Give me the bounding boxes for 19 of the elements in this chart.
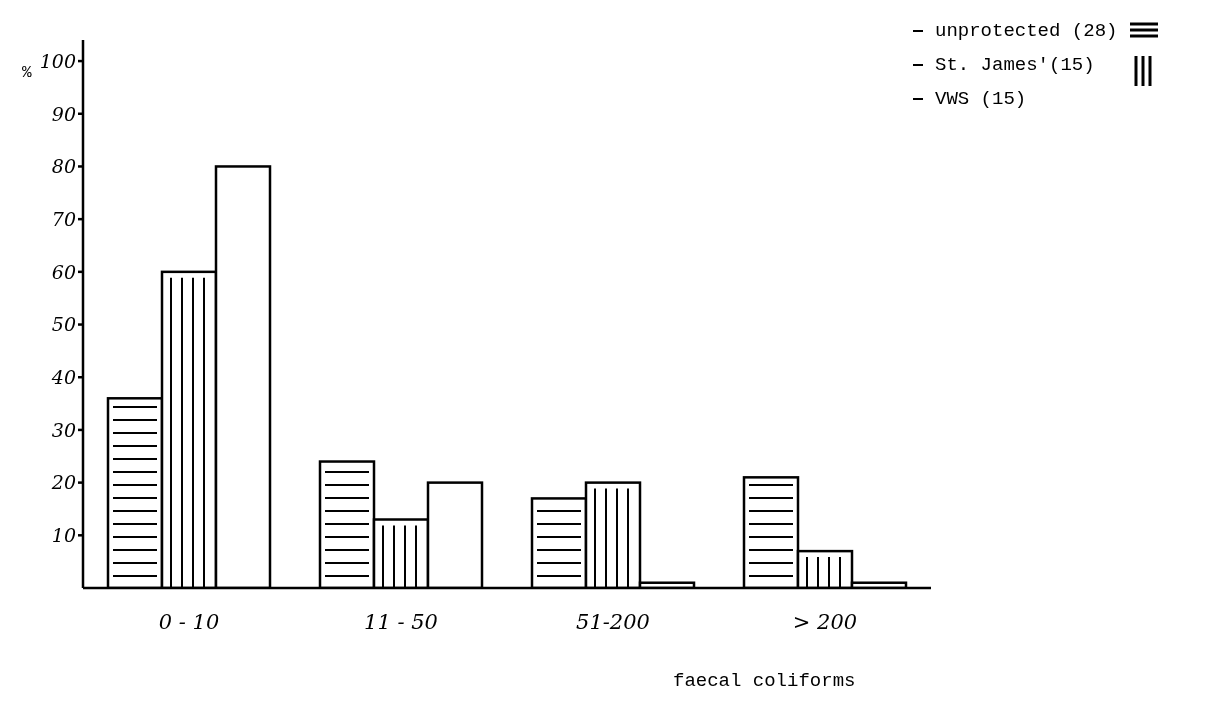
x-tick-label: 11 - 50	[364, 609, 438, 634]
y-tick-label: 80	[51, 155, 76, 178]
y-tick-label: 10	[51, 524, 76, 547]
x-tick-label: > 200	[792, 609, 858, 634]
x-tick-label: 51-200	[576, 609, 650, 634]
x-tick-label: 0 - 10	[158, 609, 220, 634]
legend-label: VWS (15)	[935, 88, 1027, 110]
y-axis-title: %	[22, 64, 32, 82]
y-tick-label: 60	[51, 260, 76, 283]
y-tick-label: 30	[51, 418, 76, 441]
legend-label: unprotected (28)	[935, 20, 1118, 42]
y-tick-label: 90	[51, 102, 76, 125]
y-tick-label: 50	[51, 313, 76, 336]
y-tick-label: 100	[39, 49, 76, 72]
x-axis-title: faecal coliforms	[673, 670, 856, 692]
legend-label: St. James'(15)	[935, 54, 1095, 76]
y-tick-label: 20	[50, 471, 76, 494]
y-tick-label: 70	[51, 207, 76, 230]
y-tick-label: 40	[50, 365, 76, 388]
